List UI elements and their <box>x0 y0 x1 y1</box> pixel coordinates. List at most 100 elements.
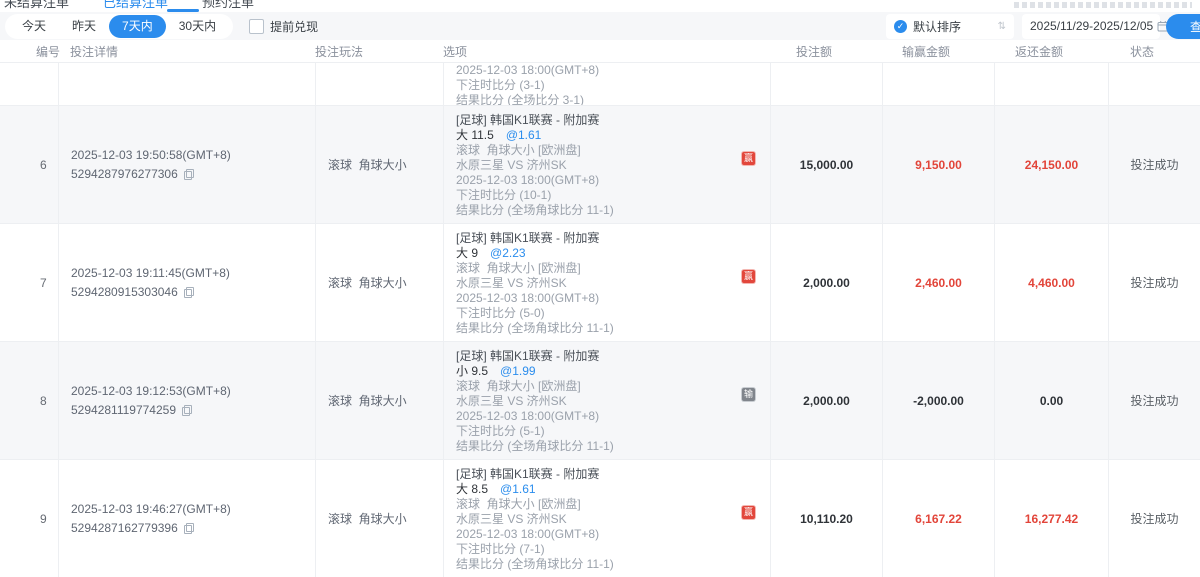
option-bet-score: 下注时比分 (7-1) <box>456 542 545 556</box>
col-header-status: 状态 <box>1129 44 1154 59</box>
option-market: 滚球 角球大小 [欧洲盘] <box>456 261 581 275</box>
early-cashout-checkbox[interactable] <box>249 18 265 34</box>
option-match: 水原三星 VS 济州SK <box>456 394 567 408</box>
bet-status: 投注成功 <box>1108 460 1200 577</box>
bet-records-table: 编号 投注详情 投注玩法 选项 投注额 输赢金额 返还金额 状态 2025-12… <box>0 40 1200 577</box>
win-loss-amount: 9,150.00 <box>882 106 994 223</box>
bet-status: 投注成功 <box>1108 224 1200 341</box>
sort-select[interactable]: ✓ 默认排序 ⇅ <box>886 13 1014 39</box>
bet-time: 2025-12-03 19:50:58(GMT+8) <box>71 147 231 162</box>
option-line: 下注时比分 (3-1) <box>456 78 545 92</box>
col-header-details: 投注详情 <box>70 44 119 59</box>
option-odds: @2.23 <box>490 246 526 260</box>
option-match-time: 2025-12-03 18:00(GMT+8) <box>456 409 600 423</box>
bet-amount: 10,110.20 <box>770 460 882 577</box>
option-league: [足球] 韩国K1联赛 - 附加赛 <box>456 113 600 127</box>
option-bet-score: 下注时比分 (5-1) <box>456 424 545 438</box>
bet-id: 5294280915303046 <box>71 284 178 299</box>
sort-selected-value: 默认排序 <box>913 19 962 34</box>
option-pick: 大 8.5 <box>456 482 489 496</box>
option-cell: [足球] 韩国K1联赛 - 附加赛 小 9.5 @1.99 滚球 角球大小 [欧洲… <box>443 342 770 459</box>
option-cell: 2025-12-03 18:00(GMT+8) 下注时比分 (3-1) 结果比分 (… <box>443 63 770 105</box>
option-match: 水原三星 VS 济州SK <box>456 158 567 172</box>
bet-details-cell: 2025-12-03 19:50:58(GMT+8) 5294287976277… <box>58 106 315 223</box>
copy-icon[interactable] <box>183 168 194 180</box>
tab-reserved[interactable]: 预约注单 <box>202 0 255 10</box>
tab-unsettled[interactable]: 未结算注单 <box>4 0 70 10</box>
copy-icon[interactable] <box>183 522 194 534</box>
return-amount: 0.00 <box>994 342 1108 459</box>
option-match: 水原三星 VS 济州SK <box>456 276 567 290</box>
top-right-note <box>1014 2 1192 8</box>
option-cell: [足球] 韩国K1联赛 - 附加赛 大 9 @2.23 滚球 角球大小 [欧洲盘]… <box>443 224 770 341</box>
bet-status: 投注成功 <box>1108 342 1200 459</box>
row-number: 6 <box>40 157 47 172</box>
date-range-value: 2025/11/29-2025/12/05 <box>1030 19 1154 33</box>
option-result: 结果比分 (全场角球比分 11-1) <box>456 203 614 217</box>
option-cell: [足球] 韩国K1联赛 - 附加赛 大 8.5 @1.61 滚球 角球大小 [欧洲… <box>443 460 770 577</box>
option-odds: @1.61 <box>505 128 542 142</box>
quick-filter-30天内[interactable]: 30天内 <box>178 18 217 33</box>
bet-amount: 2,000.00 <box>770 342 882 459</box>
option-league: [足球] 韩国K1联赛 - 附加赛 <box>456 231 600 245</box>
quick-filter-7天内[interactable]: 7天内 <box>109 14 166 38</box>
bet-id: 5294281119774259 <box>71 402 176 417</box>
option-result: 结果比分 (全场角球比分 11-1) <box>456 557 614 571</box>
option-pick: 小 9.5 <box>456 364 489 378</box>
table-row: 8 2025-12-03 19:12:53(GMT+8) 52942811197… <box>0 341 1200 459</box>
bet-details-cell: 2025-12-03 19:46:27(GMT+8) 5294287162779… <box>58 460 315 577</box>
quick-filter-今天[interactable]: 今天 <box>22 18 47 33</box>
col-header-option: 选项 <box>443 44 468 59</box>
option-line: 结果比分 (全场比分 3-1) <box>456 93 585 105</box>
tab-settled[interactable]: 已结算注单 <box>103 0 169 10</box>
bet-id: 5294287976277306 <box>71 166 178 181</box>
option-pick: 大 9 <box>456 246 479 260</box>
row-number: 9 <box>40 511 47 526</box>
return-amount: 4,460.00 <box>994 224 1108 341</box>
result-badge: 赢 <box>742 270 755 283</box>
option-bet-score: 下注时比分 (10-1) <box>456 188 552 202</box>
option-market: 滚球 角球大小 [欧洲盘] <box>456 497 581 511</box>
bet-time: 2025-12-03 19:46:27(GMT+8) <box>71 501 231 516</box>
table-row: 6 2025-12-03 19:50:58(GMT+8) 52942879762… <box>0 105 1200 223</box>
option-match-time: 2025-12-03 18:00(GMT+8) <box>456 527 600 541</box>
search-button[interactable]: 查询 <box>1166 13 1200 39</box>
bet-amount: 15,000.00 <box>770 106 882 223</box>
early-cashout-filter[interactable]: 提前兑现 <box>249 18 318 35</box>
bet-id: 5294287162779396 <box>71 520 178 535</box>
option-league: [足球] 韩国K1联赛 - 附加赛 <box>456 467 600 481</box>
win-loss-amount: 2,460.00 <box>882 224 994 341</box>
table-body: 6 2025-12-03 19:50:58(GMT+8) 52942879762… <box>0 105 1200 577</box>
quick-filter-昨天[interactable]: 昨天 <box>72 18 97 33</box>
sort-arrows-icon: ⇅ <box>997 20 1006 32</box>
option-match: 水原三星 VS 济州SK <box>456 512 567 526</box>
col-header-number: 编号 <box>36 44 61 59</box>
option-pick: 大 11.5 <box>456 128 494 142</box>
check-circle-icon: ✓ <box>894 19 907 33</box>
bet-details-cell: 2025-12-03 19:11:45(GMT+8) 5294280915303… <box>58 224 315 341</box>
date-quick-filter-group: 今天 昨天 7天内 30天内 <box>5 13 234 39</box>
row-number: 8 <box>40 393 47 408</box>
copy-icon[interactable] <box>183 286 194 298</box>
col-header-play: 投注玩法 <box>315 44 364 59</box>
table-row: 7 2025-12-03 19:11:45(GMT+8) 52942809153… <box>0 223 1200 341</box>
option-market: 滚球 角球大小 [欧洲盘] <box>456 379 581 393</box>
bet-time: 2025-12-03 19:11:45(GMT+8) <box>71 265 230 280</box>
option-line: 2025-12-03 18:00(GMT+8) <box>456 63 600 77</box>
copy-icon[interactable] <box>182 404 192 416</box>
col-header-win-loss: 输赢金额 <box>901 44 950 59</box>
date-range-picker[interactable]: 2025/11/29-2025/12/05 <box>1022 13 1169 39</box>
option-market: 滚球 角球大小 [欧洲盘] <box>456 143 581 157</box>
row-number: 7 <box>40 275 47 290</box>
option-match-time: 2025-12-03 18:00(GMT+8) <box>456 173 600 187</box>
result-badge: 赢 <box>742 152 755 165</box>
active-tab-underline <box>167 9 199 12</box>
bet-status: 投注成功 <box>1108 106 1200 223</box>
col-header-return: 返还金额 <box>1014 44 1063 59</box>
result-badge: 赢 <box>742 506 755 519</box>
option-odds: @1.99 <box>500 364 536 378</box>
option-result: 结果比分 (全场角球比分 11-1) <box>456 321 614 335</box>
bet-time: 2025-12-03 19:12:53(GMT+8) <box>71 383 231 398</box>
table-row-partial: 2025-12-03 18:00(GMT+8) 下注时比分 (3-1) 结果比分 (… <box>0 62 1200 105</box>
early-cashout-label: 提前兑现 <box>270 19 319 34</box>
